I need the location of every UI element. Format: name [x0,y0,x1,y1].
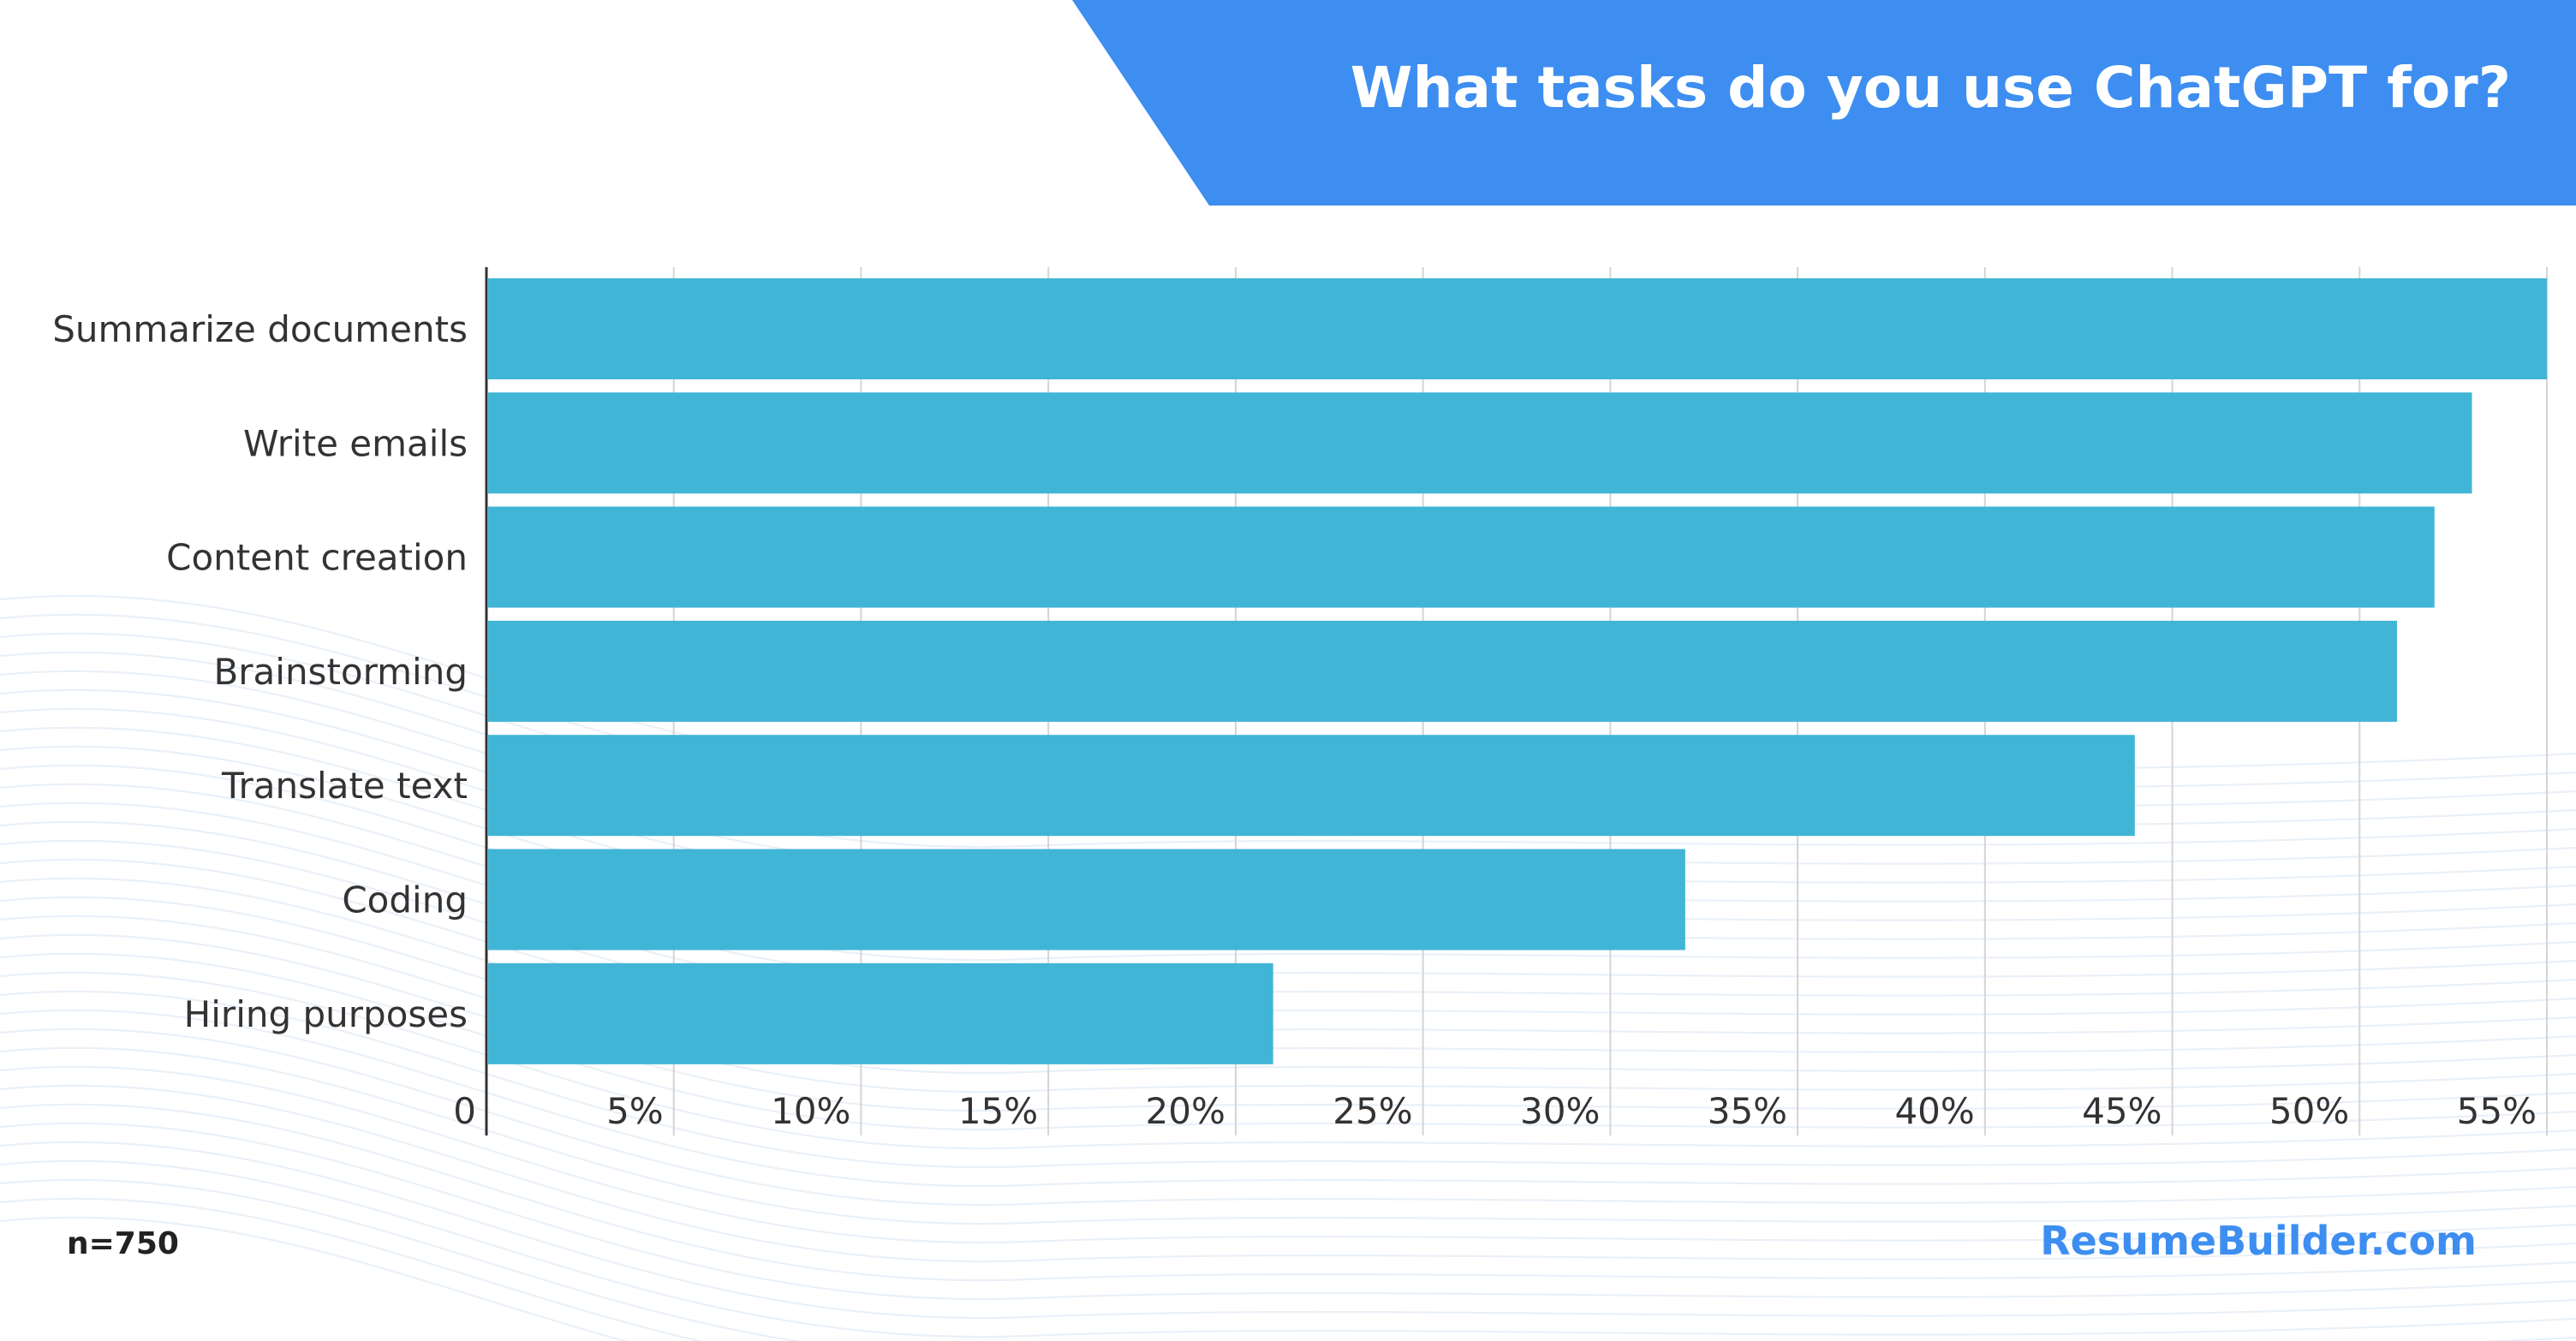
category-label: Summarize documents [52,308,468,350]
x-tick-label: 50% [2269,1090,2349,1132]
background-wave-line [0,1178,2576,1341]
category-label: Brainstorming [213,651,468,693]
category-label: Coding [342,879,468,921]
header-banner-shape [1072,0,2576,206]
x-tick-label: 35% [1708,1090,1787,1132]
x-tick-label: 30% [1520,1090,1600,1132]
background-wave-line [0,1009,2576,1188]
x-tick-label: 55% [2457,1090,2537,1132]
background-wave-line [0,971,2576,1150]
x-tick-label: 10% [771,1090,850,1132]
category-label: Hiring purposes [184,993,468,1035]
sample-size-note: n=750 [67,1226,179,1261]
x-tick-label: 15% [958,1090,1038,1132]
header-banner [1072,0,2576,206]
background-wave-line [0,896,2576,1075]
background-wave-line [0,783,2576,962]
bar [488,506,2435,608]
bars [488,278,2547,1064]
bar [488,278,2547,379]
background-wave-line [0,915,2576,1094]
background-wave-line [0,990,2576,1169]
background-wave-line [0,1028,2576,1207]
category-labels: Summarize documents Write emails Content c… [52,308,468,1035]
brand-link[interactable]: ResumeBuilder.com [2040,1218,2477,1264]
bar [488,620,2398,722]
background-wave-line [0,1103,2576,1282]
background-wave-line [0,1046,2576,1225]
background-wave-line [0,933,2576,1112]
x-tick-label: 0 [453,1090,476,1132]
x-tick-label: 40% [1894,1090,1974,1132]
category-label: Write emails [243,422,468,464]
chart-title: What tasks do you use ChatGPT for? [1350,55,2511,121]
x-tick-labels: 0 5% 10% 15% 20% 25% 30% 35% 40% 45% 50% 55% [453,1090,2537,1132]
bar [488,849,1685,951]
bar [488,963,1273,1064]
background-wave-line [0,1197,704,1341]
x-tick-label: 45% [2082,1090,2162,1132]
background-wave-line [0,1159,2576,1338]
x-tick-label: 5% [606,1090,664,1132]
category-label: Translate text [221,765,468,807]
background-wave-line [0,1216,629,1341]
bar [488,392,2472,494]
category-label: Content creation [166,537,468,579]
background-wave-line [0,952,2576,1131]
x-tick-label: 25% [1333,1090,1412,1132]
background-wave-line [0,1084,2576,1263]
background-wave-line [0,1141,2576,1320]
background-wave-line [0,1122,2576,1301]
background-wave-line [0,670,2576,849]
x-tick-label: 20% [1146,1090,1225,1132]
background-wave-line [0,1065,2576,1244]
bar [488,735,2135,837]
